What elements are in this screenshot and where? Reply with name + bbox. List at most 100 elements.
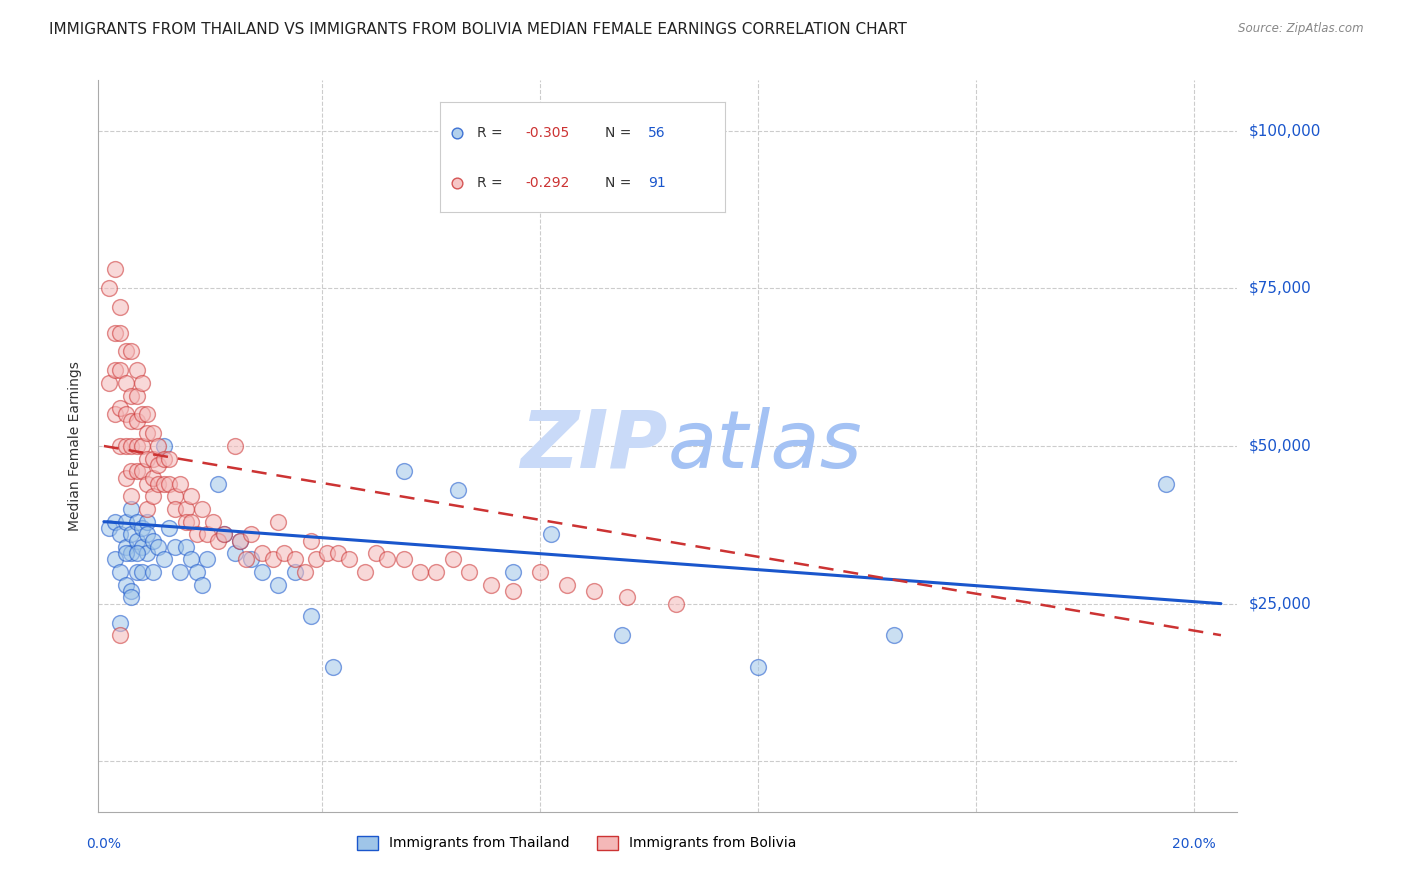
Point [110, 565, 132, 579]
Point [98, 376, 121, 390]
Point [125, 546, 148, 560]
Point [201, 515, 224, 529]
Point [110, 628, 132, 642]
Point [174, 540, 197, 554]
Text: $100,000: $100,000 [1249, 123, 1320, 138]
Point [153, 552, 176, 566]
Text: ZIP: ZIP [520, 407, 668, 485]
Point [409, 565, 432, 579]
Point [136, 546, 159, 560]
Point [284, 552, 307, 566]
Point [120, 344, 142, 359]
Point [174, 502, 197, 516]
Point [136, 451, 159, 466]
Point [375, 552, 398, 566]
Point [262, 552, 284, 566]
Point [224, 546, 246, 560]
Point [120, 490, 142, 504]
Point [110, 326, 132, 340]
Point [163, 540, 186, 554]
Point [299, 609, 322, 624]
Point [229, 533, 252, 548]
Point [104, 363, 127, 377]
Point [322, 659, 344, 673]
Point [186, 565, 208, 579]
Point [555, 578, 578, 592]
Point [747, 659, 769, 673]
Point [180, 490, 202, 504]
Text: atlas: atlas [668, 407, 863, 485]
Point [104, 552, 127, 566]
Point [110, 300, 132, 314]
Point [114, 515, 136, 529]
Point [104, 515, 127, 529]
Point [174, 515, 197, 529]
Point [114, 470, 136, 484]
Point [131, 376, 153, 390]
Point [114, 376, 136, 390]
Point [224, 439, 246, 453]
Text: 20.0%: 20.0% [1171, 837, 1216, 851]
Point [131, 565, 153, 579]
Point [104, 326, 127, 340]
Point [110, 439, 132, 453]
Point [197, 527, 219, 541]
Point [392, 464, 415, 478]
Point [98, 281, 121, 295]
Point [180, 552, 202, 566]
Point [114, 408, 136, 422]
Point [114, 540, 136, 554]
Point [125, 515, 148, 529]
Point [479, 578, 502, 592]
Point [142, 451, 165, 466]
Point [131, 439, 153, 453]
Point [125, 439, 148, 453]
Point [441, 552, 464, 566]
Point [212, 527, 235, 541]
Point [120, 414, 142, 428]
Point [207, 533, 229, 548]
Point [157, 476, 180, 491]
Point [125, 533, 148, 548]
Point [294, 565, 316, 579]
Point [186, 527, 208, 541]
Point [120, 584, 142, 599]
Point [136, 527, 159, 541]
Point [458, 565, 481, 579]
Point [131, 464, 153, 478]
Point [136, 515, 159, 529]
Point [110, 527, 132, 541]
Point [316, 546, 339, 560]
Point [502, 565, 524, 579]
Point [114, 344, 136, 359]
Text: $50,000: $50,000 [1249, 439, 1312, 453]
Point [883, 628, 905, 642]
Point [131, 408, 153, 422]
Point [114, 439, 136, 453]
Point [120, 388, 142, 402]
Point [305, 552, 328, 566]
Point [191, 578, 214, 592]
Point [354, 565, 377, 579]
Text: 0.0%: 0.0% [86, 837, 121, 851]
Point [284, 565, 307, 579]
Point [120, 591, 142, 605]
Point [104, 408, 127, 422]
Point [125, 363, 148, 377]
Point [207, 476, 229, 491]
Point [392, 552, 415, 566]
Point [366, 546, 388, 560]
Point [125, 565, 148, 579]
Point [610, 628, 633, 642]
Point [169, 476, 191, 491]
Point [142, 426, 165, 441]
Point [425, 565, 447, 579]
Point [120, 502, 142, 516]
Point [114, 578, 136, 592]
Point [665, 597, 688, 611]
Y-axis label: Median Female Earnings: Median Female Earnings [69, 361, 83, 531]
Point [197, 552, 219, 566]
Point [110, 615, 132, 630]
Point [250, 546, 273, 560]
Point [529, 565, 551, 579]
